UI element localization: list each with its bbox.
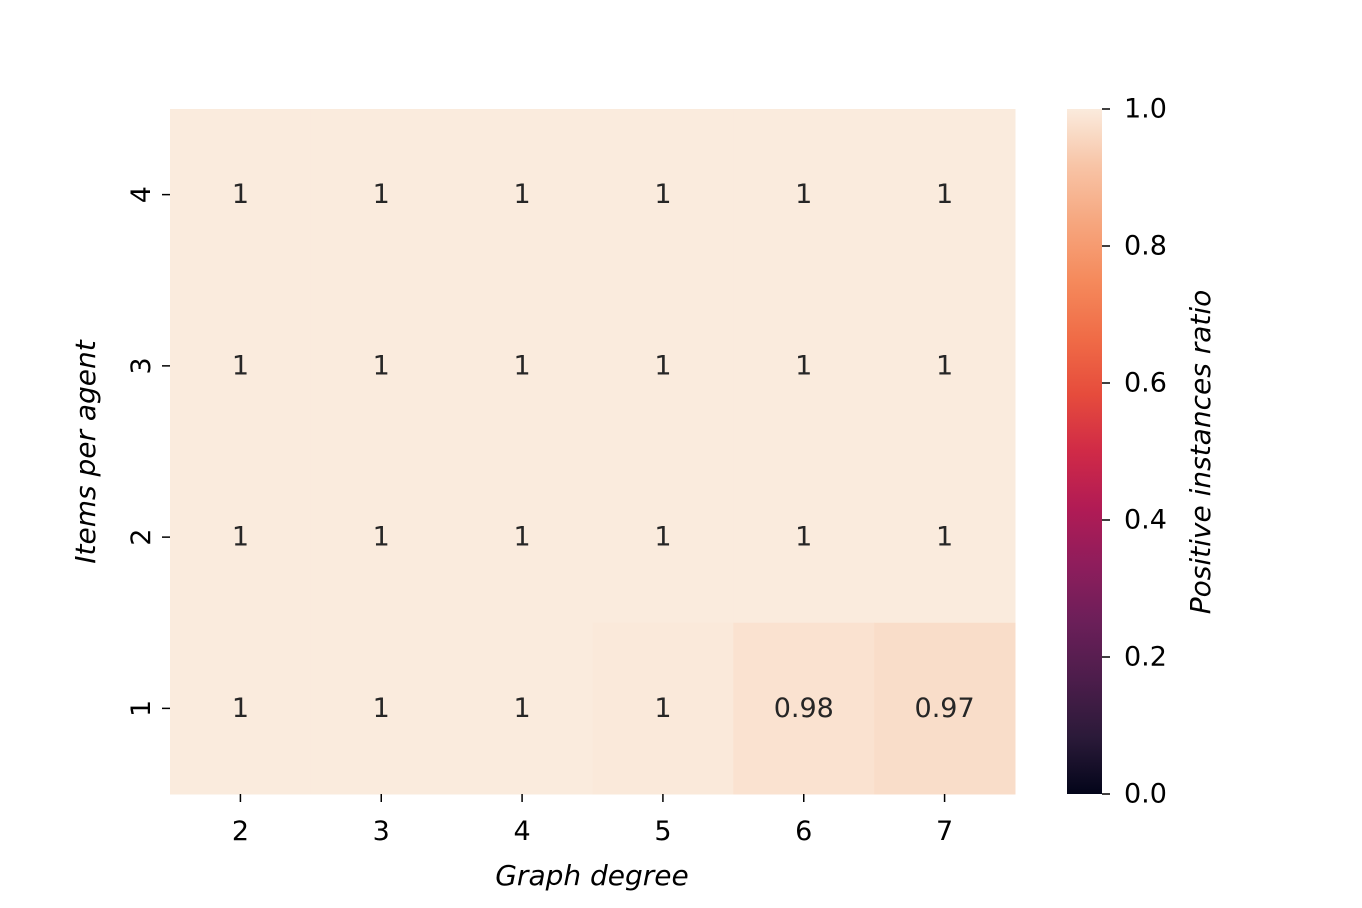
heatmap-cell <box>451 280 593 452</box>
colorbar-tick-label: 0.4 <box>1124 505 1167 536</box>
cell-value-label: 1 <box>654 522 671 553</box>
colorbar-tick-label: 0.0 <box>1124 779 1167 810</box>
cell-value-label: 1 <box>654 350 671 381</box>
cell-value-label: 1 <box>232 179 249 210</box>
colorbar-label: Positive instances ratio <box>1184 290 1217 615</box>
x-tick-label: 6 <box>795 816 812 847</box>
y-tick-label: 2 <box>126 529 157 546</box>
heatmap-cell-labels: 1 1 1 1 1 1 1 1 1 1 1 1 1 1 1 1 1 1 1 1 1 1 0.98 0.97 <box>232 179 975 724</box>
heatmap-cell <box>451 451 593 624</box>
cell-value-label: 1 <box>373 350 390 381</box>
heatmap-cell <box>170 622 312 795</box>
heatmap-cells <box>170 109 1016 795</box>
heatmap-cell <box>310 622 453 795</box>
colorbar-ticks: 0.0 0.2 0.4 0.6 0.8 1.0 <box>1102 94 1167 810</box>
heatmap-cell <box>170 280 312 452</box>
heatmap-cell <box>874 451 1016 624</box>
x-axis: 2 3 4 5 6 7 <box>232 794 953 847</box>
cell-value-label: 1 <box>373 179 390 210</box>
y-tick-label: 4 <box>126 186 157 203</box>
colorbar-gradient <box>1067 109 1102 794</box>
y-tick-label: 3 <box>126 357 157 374</box>
cell-value-label: 1 <box>654 693 671 724</box>
cell-value-label: 1 <box>795 179 812 210</box>
cell-value-label: 1 <box>232 693 249 724</box>
cell-value-label: 1 <box>513 522 530 553</box>
cell-value-label: 1 <box>232 350 249 381</box>
heatmap-cell <box>451 109 593 281</box>
x-tick-label: 4 <box>513 816 530 847</box>
colorbar-tick-label: 0.6 <box>1124 368 1167 399</box>
colorbar-tick-label: 0.2 <box>1124 642 1167 673</box>
y-axis-label: Items per agent <box>69 339 102 564</box>
cell-value-label: 0.98 <box>774 693 834 724</box>
cell-value-label: 1 <box>654 179 671 210</box>
cell-value-label: 1 <box>373 693 390 724</box>
cell-value-label: 1 <box>513 693 530 724</box>
cell-value-label: 0.97 <box>915 693 975 724</box>
heatmap-cell <box>170 451 312 624</box>
heatmap-cell <box>733 109 875 281</box>
colorbar-tick-label: 0.8 <box>1124 231 1167 262</box>
colorbar: 0.0 0.2 0.4 0.6 0.8 1.0 <box>1067 94 1167 810</box>
x-tick-label: 3 <box>373 816 390 847</box>
heatmap-cell <box>310 280 453 452</box>
heatmap-cell <box>733 451 875 624</box>
heatmap-cell <box>310 451 453 624</box>
heatmap-cell <box>874 280 1016 452</box>
heatmap-cell <box>170 109 312 281</box>
x-tick-label: 7 <box>936 816 953 847</box>
cell-value-label: 1 <box>936 522 953 553</box>
cell-value-label: 1 <box>232 522 249 553</box>
x-tick-label: 5 <box>654 816 671 847</box>
cell-value-label: 1 <box>936 179 953 210</box>
heatmap-cell <box>733 622 875 795</box>
y-tick-label: 1 <box>126 700 157 717</box>
heatmap-cell <box>733 280 875 452</box>
x-tick-label: 2 <box>232 816 249 847</box>
cell-value-label: 1 <box>373 522 390 553</box>
heatmap-cell <box>592 451 734 624</box>
cell-value-label: 1 <box>513 179 530 210</box>
cell-value-label: 1 <box>795 350 812 381</box>
cell-value-label: 1 <box>795 522 812 553</box>
cell-value-label: 1 <box>513 350 530 381</box>
heatmap-cell <box>874 109 1016 281</box>
colorbar-tick-label: 1.0 <box>1124 94 1167 125</box>
heatmap-cell <box>592 280 734 452</box>
heatmap-cell <box>592 109 734 281</box>
cell-value-label: 1 <box>936 350 953 381</box>
y-axis: 4 3 2 1 <box>126 186 170 717</box>
heatmap-cell <box>592 622 734 795</box>
heatmap-cell <box>310 109 453 281</box>
heatmap-cell <box>451 622 593 795</box>
heatmap-cell <box>874 622 1016 795</box>
x-axis-label: Graph degree <box>495 859 689 892</box>
